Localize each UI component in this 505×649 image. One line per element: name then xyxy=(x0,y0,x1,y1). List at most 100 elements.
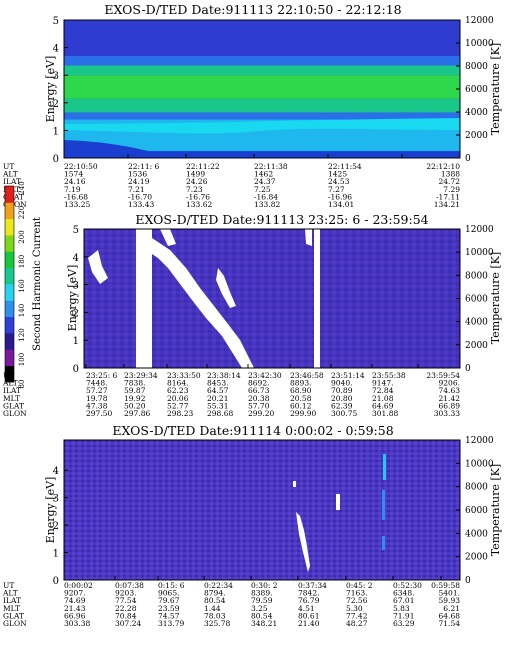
panel-2-ytick-label: 5 xyxy=(73,225,79,236)
panel-1-ytick-label: 5 xyxy=(53,16,59,27)
panel-3-table-cell: 79.67 xyxy=(158,596,180,605)
colorbar-label: Second Harmonic Current xyxy=(32,217,43,351)
panel-3-table-cell: 9065. xyxy=(158,589,179,598)
panel-3-y2tick-label: 12000 xyxy=(465,436,494,446)
panel-2-data-gap-2 xyxy=(314,229,320,368)
panel-2-table-cell: 8893. xyxy=(290,379,311,388)
panel-3-table-cell: 7842. xyxy=(298,589,319,598)
panel-2-table-cell: 20.06 xyxy=(167,394,189,403)
colorbar-segment xyxy=(5,316,14,334)
panel-1-table-cell: 7.29 xyxy=(443,185,460,194)
panel-2-table-cell: 52.77 xyxy=(167,401,189,410)
panel-1-table-cell: 7.21 xyxy=(128,185,145,194)
panel-3-y2-ticks: 0 2000 4000 6000 8000 10000 12000 xyxy=(456,436,494,586)
panel-3-y2tick-label: 10000 xyxy=(465,459,494,469)
panel-2-table-cell: 9206. xyxy=(439,379,460,388)
panel-3-table-cell: 7163. xyxy=(346,589,367,598)
panel-2-table-cell: 8164. xyxy=(167,379,188,388)
panel-3-plot xyxy=(63,439,461,581)
panel-3-table-cell: 1.44 xyxy=(204,604,221,613)
panel-3-white-streak xyxy=(296,512,310,572)
panel-1-table-cell: 133.43 xyxy=(128,200,154,209)
panel-1-ylabel: Energy [eV] xyxy=(44,56,57,123)
panel-3-y2tick-label: 4000 xyxy=(465,529,488,539)
panel-3-table-cell: 0:15: 6 xyxy=(158,581,185,590)
panel-1-table-cell: 24.72 xyxy=(439,177,461,186)
panel-3-title: EXOS-D/TED Date:911114 0:00:02 - 0:59:58 xyxy=(112,423,393,438)
panel-2-table-cell: 70.89 xyxy=(331,386,353,395)
panel-3-table-cell: 80.61 xyxy=(298,611,319,620)
panel-2-table-cell: 23:46:58 xyxy=(290,371,324,380)
panel-3-table-cell: 0:37:34 xyxy=(298,581,327,590)
panel-3-table-cell: 74.69 xyxy=(64,596,86,605)
panel-3-table-cell: 74.57 xyxy=(158,611,180,620)
panel-1-y2tick-label: 12000 xyxy=(465,16,494,26)
panel-1-band-3 xyxy=(64,98,460,113)
panel-2-y2tick-label: 2000 xyxy=(465,341,488,351)
colorbar-segment xyxy=(5,186,14,203)
panel-3-ytick-label: 2 xyxy=(53,521,59,532)
panel-1-table-cell: 24.37 xyxy=(254,177,276,186)
panel-3-table-row-label: MLT xyxy=(3,604,20,613)
colorbar-segment xyxy=(5,267,14,285)
panel-3-table-row-label: UT xyxy=(3,581,14,590)
panel-3-table-cell: 9207. xyxy=(64,589,85,598)
panel-3-table-cell: 3.25 xyxy=(251,604,268,613)
panel-3-table-cell: 21.40 xyxy=(298,619,320,628)
panel-2-table-cell: 55.31 xyxy=(207,401,228,410)
panel-2-table-cell: 23:59:54 xyxy=(426,371,460,380)
panel-2-table-cell: 20.38 xyxy=(248,394,270,403)
panel-3-ytick-label: 3 xyxy=(53,494,59,505)
panel-1-table-cell: 1574 xyxy=(64,170,83,179)
colorbar-tick-label: 100 xyxy=(18,353,26,366)
panel-3-white-spot-1 xyxy=(336,494,340,510)
panel-2-table-cell: 8692. xyxy=(248,379,269,388)
panel-2-table: UTALTILATMLTGLATGLON23:25: 67448.57.2719… xyxy=(2,364,460,418)
panel-3-table-cell: 76.79 xyxy=(298,596,320,605)
panel-1-y2tick-label: 0 xyxy=(465,154,471,164)
panel-2-table-cell: 297.86 xyxy=(124,409,150,418)
panel-2-table-cell: 23:33:50 xyxy=(167,371,201,380)
panel-2-table-cell: 301.88 xyxy=(372,409,398,418)
panel-2-y2tick-label: 10000 xyxy=(465,248,494,258)
panel-2-table-cell: 23:25: 6 xyxy=(86,371,118,380)
panel-1-table-cell: -16.68 xyxy=(64,192,88,201)
panel-2-table-cell: 23:29:34 xyxy=(124,371,158,380)
panel-1-table-cell: 24.53 xyxy=(328,177,350,186)
panel-1-table-cell: 1462 xyxy=(254,170,273,179)
panel-3-ytick-label: 0 xyxy=(53,576,59,587)
panel-1-y2tick-label: 2000 xyxy=(465,131,488,141)
panel-2-y2tick-label: 0 xyxy=(465,364,471,374)
panel-1-band-5 xyxy=(64,65,460,76)
panel-2-y2tick-label: 6000 xyxy=(465,295,488,305)
panel-2-y2tick-label: 8000 xyxy=(465,271,488,281)
panel-2-table-cell: 59.87 xyxy=(124,386,146,395)
colorbar-segment xyxy=(5,235,14,252)
colorbar-tick-label: 180 xyxy=(18,255,26,268)
panel-1-ytick-label: 2 xyxy=(53,99,59,110)
panel-2-table-cell: 47.38 xyxy=(86,401,108,410)
panel-3-table-cell: 0:59:58 xyxy=(431,581,460,590)
panel-1-y2label: Temperature [K] xyxy=(489,43,502,135)
panel-2-white-streak-main xyxy=(152,238,254,368)
colorbar-segment xyxy=(5,365,14,383)
panel-3-table-cell: 6.21 xyxy=(443,604,460,613)
panel-2-table-cell: 21.08 xyxy=(372,394,394,403)
panel-3-cyan-streak-2 xyxy=(382,490,385,520)
panel-3: EXOS-D/TED Date:911114 0:00:02 - 0:59:58… xyxy=(2,423,502,628)
panel-3-table-row-label: ILAT xyxy=(3,596,21,605)
panel-2-table-cell: 64.69 xyxy=(372,401,394,410)
panel-3-table-cell: 0:22:34 xyxy=(204,581,233,590)
panel-1-table-cell: 1536 xyxy=(128,170,147,179)
panel-2-white-blob-left xyxy=(88,250,108,284)
panel-2-table-cell: 57.70 xyxy=(248,401,270,410)
panel-3-table-row-label: GLAT xyxy=(3,611,24,620)
panel-1-table-cell: -17.11 xyxy=(436,192,460,201)
panel-3-y2tick-label: 0 xyxy=(465,576,471,586)
panel-1-band-2 xyxy=(64,112,460,120)
panel-3-table-cell: 0:52:30 xyxy=(393,581,422,590)
panel-3-table-cell: 70.84 xyxy=(115,611,137,620)
panel-2-ytick-label: 0 xyxy=(73,364,79,375)
panel-3-plot-bg xyxy=(64,440,460,580)
panel-1-band-4 xyxy=(64,75,460,99)
